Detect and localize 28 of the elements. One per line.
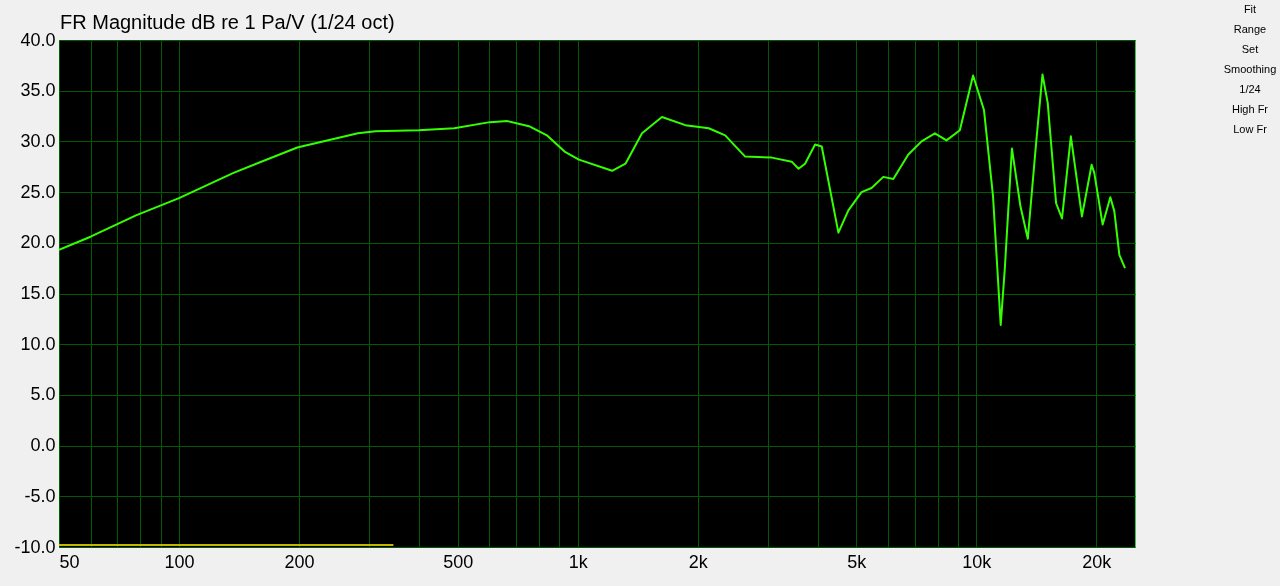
text: 1/24 xyxy=(1239,83,1261,95)
text: High Fr xyxy=(1231,103,1269,115)
y-tick-label: 25.0 xyxy=(20,181,56,202)
x-tick-label: 1k xyxy=(568,551,589,572)
y-tick-label: 10.0 xyxy=(20,333,56,354)
x-tick-label: 200 xyxy=(284,551,315,572)
text: Low Fr xyxy=(1233,123,1268,135)
y-tick-label: 20.0 xyxy=(20,232,56,253)
y-tick-label: -5.0 xyxy=(24,485,56,506)
x-tick-label: 20k xyxy=(1082,551,1113,572)
y-tick-label: 30.0 xyxy=(20,130,56,151)
text: Range xyxy=(1233,23,1267,35)
y-tick-label: 40.0 xyxy=(20,29,56,50)
x-tick-label: 100 xyxy=(164,551,195,572)
chart-title: FR Magnitude dB re 1 Pa/V (1/24 oct) xyxy=(60,11,395,33)
x-tick-label: 500 xyxy=(443,551,474,572)
x-tick-label: 5k xyxy=(847,551,868,572)
y-tick-label: -10.0 xyxy=(14,536,56,557)
x-tick-label: 50 xyxy=(59,551,80,572)
y-tick-label: 35.0 xyxy=(20,80,56,101)
text: Fit xyxy=(1243,3,1257,15)
text: Smoothing xyxy=(1223,63,1277,75)
y-tick-label: 0.0 xyxy=(30,435,56,456)
x-tick-label: 10k xyxy=(962,551,993,572)
y-tick-label: 15.0 xyxy=(20,283,56,303)
text: Set xyxy=(1241,43,1259,55)
x-tick-label: 2k xyxy=(688,551,709,572)
y-tick-label: 5.0 xyxy=(30,384,56,405)
